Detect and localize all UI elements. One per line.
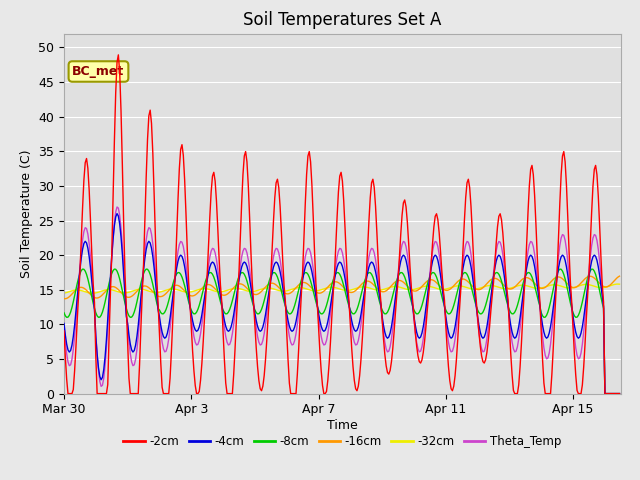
Text: BC_met: BC_met [72, 65, 125, 78]
Legend: -2cm, -4cm, -8cm, -16cm, -32cm, Theta_Temp: -2cm, -4cm, -8cm, -16cm, -32cm, Theta_Te… [118, 430, 566, 453]
Title: Soil Temperatures Set A: Soil Temperatures Set A [243, 11, 442, 29]
X-axis label: Time: Time [327, 419, 358, 432]
Y-axis label: Soil Temperature (C): Soil Temperature (C) [20, 149, 33, 278]
